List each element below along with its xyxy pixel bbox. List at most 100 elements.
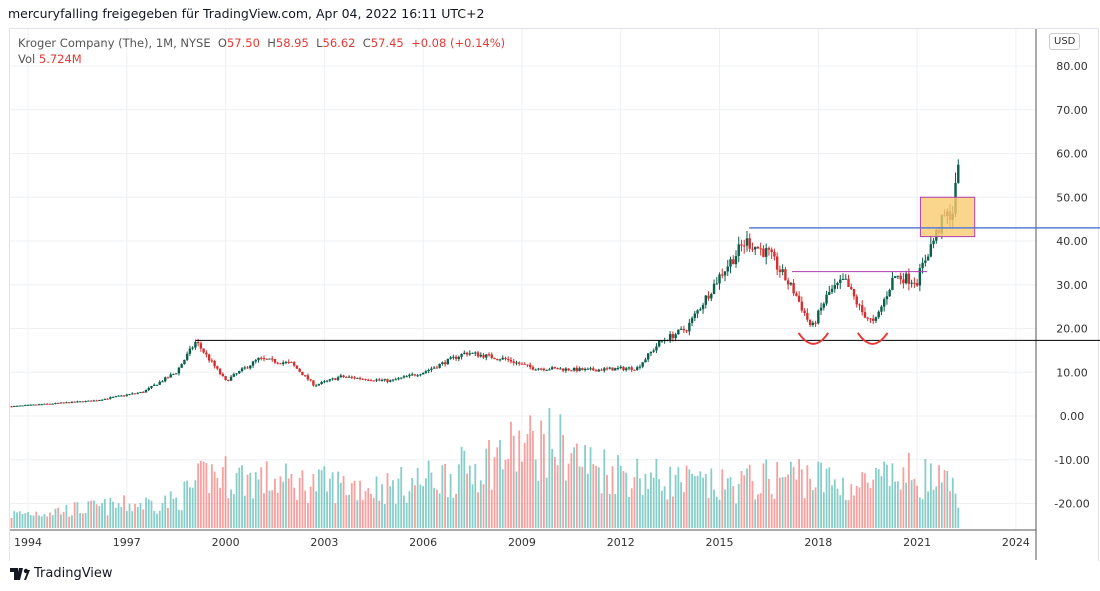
candle-body [496, 359, 499, 361]
candle-body [48, 403, 52, 405]
x-tick-label: 2024 [1002, 536, 1030, 549]
candle-body [619, 366, 622, 369]
volume-bar [655, 458, 658, 528]
candle-body [581, 368, 584, 371]
candle-body [144, 389, 148, 393]
candle-body [773, 252, 776, 257]
volume-bar [946, 470, 949, 528]
volume-bar [768, 478, 770, 528]
candle-body [572, 367, 576, 371]
volume-bar [224, 456, 227, 528]
candle-body [734, 256, 738, 265]
candle-body [855, 296, 858, 305]
volume-bar [608, 493, 611, 528]
volume-bar [677, 467, 680, 528]
volume-bar [943, 470, 946, 528]
brand-name: TradingView [34, 566, 113, 581]
candle-body [465, 352, 469, 355]
candle-body [767, 248, 771, 250]
volume-bar [199, 460, 202, 528]
candle-body [336, 377, 340, 380]
volume-bar [323, 466, 326, 528]
candle-body [721, 274, 724, 276]
volume-bar [567, 463, 570, 528]
candle-body [265, 358, 268, 360]
candle-body [290, 361, 293, 363]
candle-body [161, 381, 164, 383]
candle-body [559, 368, 562, 370]
volume-bar [811, 490, 814, 528]
volume-bar [389, 486, 392, 528]
candle-body [847, 278, 850, 287]
volume-bar [147, 499, 150, 528]
volume-bar [197, 463, 200, 528]
candle-body [375, 379, 378, 381]
candle-body [227, 379, 230, 381]
candle-body [869, 318, 872, 320]
candle-body [147, 387, 150, 390]
candle-body [902, 279, 905, 284]
volume-bar [356, 500, 359, 528]
volume-bar [600, 493, 603, 528]
candle-body [910, 282, 913, 284]
candle-body [710, 293, 713, 299]
volume-bar [312, 474, 315, 528]
candle-body [528, 364, 532, 368]
volume-bar [419, 484, 422, 528]
volume-bar [537, 480, 540, 528]
candle-body [345, 376, 348, 378]
volume-bar [403, 495, 405, 528]
candle-body [550, 367, 554, 370]
candle-body [490, 354, 493, 358]
volume-bar [880, 476, 883, 528]
candle-body [485, 354, 488, 358]
x-tick-label: 1994 [14, 536, 42, 549]
candle-body [594, 370, 598, 372]
volume-bar [526, 434, 529, 528]
volume-bar [864, 473, 866, 528]
volume-bar [523, 442, 526, 528]
volume-bar [156, 513, 158, 528]
candle-body [78, 401, 82, 403]
candle-body [814, 322, 817, 324]
candle-body [795, 293, 798, 296]
volume-bar [32, 515, 35, 528]
candle-body [284, 361, 288, 363]
volume-bar [375, 476, 378, 528]
candle-body [100, 399, 104, 401]
candle-body [586, 368, 590, 370]
volume-bar [49, 512, 51, 528]
volume-bar [145, 497, 147, 528]
volume-bar [101, 503, 103, 528]
volume-bar [320, 470, 323, 528]
candle-body [249, 365, 252, 369]
candle-body [652, 350, 655, 352]
volume-bar [787, 474, 790, 528]
volume-bar [875, 467, 877, 528]
x-tick-label: 2006 [409, 536, 437, 549]
volume-bar [691, 473, 693, 528]
candle-body [775, 256, 779, 270]
volume-bar [570, 453, 573, 528]
volume-bar [213, 471, 216, 528]
volume-bar [123, 495, 125, 528]
tradingview-logo[interactable]: TradingView [10, 566, 113, 581]
currency-button[interactable]: USD [1049, 33, 1081, 50]
close-label: C [362, 36, 371, 50]
candle-body [207, 354, 211, 361]
volume-bar [888, 486, 891, 528]
candle-body [358, 377, 362, 379]
volume-bar [191, 487, 194, 528]
volume-bar [825, 468, 828, 528]
volume-bar [27, 512, 29, 528]
candle-body [822, 303, 826, 308]
volume-bar [372, 497, 375, 528]
volume-bar [562, 435, 565, 528]
volume-bar [164, 495, 167, 528]
candle-body [251, 361, 255, 366]
candle-body [400, 377, 403, 379]
volume-bar [540, 420, 543, 528]
volume-bar [869, 487, 872, 528]
volume-bar [798, 459, 801, 528]
